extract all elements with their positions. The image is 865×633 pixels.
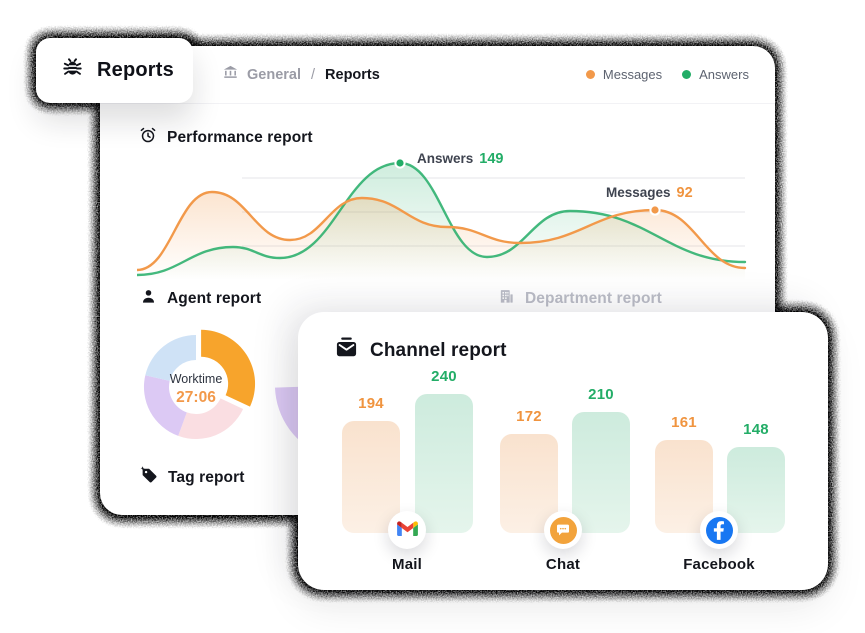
panel-header: General / Reports Messages Answers [100,46,775,104]
channel-report-panel: Channel report 194 240 172 210 161 148 [298,312,828,590]
bank-icon [222,64,239,85]
channel-label-mail: Mail [392,556,422,573]
bar-value-chat-answers: 210 [588,386,614,403]
chat-channel-icon [544,511,582,549]
worktime-donut-chart [143,329,256,440]
bug-icon [61,57,84,85]
performance-report-title: Performance report [139,126,313,149]
answers-line [137,161,747,277]
chat-bubble-icon [549,516,577,544]
bar-chat-answers: 210 [572,386,630,533]
channel-report-title: Channel report [335,336,507,365]
legend-label: Messages [602,67,663,82]
breadcrumb-item-reports: Reports [325,66,380,83]
reports-tab[interactable]: Reports [36,38,193,103]
section-label: Tag report [168,468,245,486]
section-label: Channel report [370,339,507,361]
donut-segment-orange [201,329,256,407]
bar-value-mail-messages: 194 [358,395,384,412]
legend-item-messages[interactable]: Messages [585,67,663,82]
bar-value-facebook-answers: 148 [743,421,769,438]
facebook-channel-icon [700,511,738,549]
answers-legend-dot [682,70,692,79]
messages-legend-dot [585,70,595,79]
inbox-icon [335,336,358,365]
worktime-label: Worktime [169,372,223,386]
annotation-label: Answers [417,151,474,166]
legend-label: Answers [699,67,749,82]
person-icon [140,288,157,310]
reports-tab-label: Reports [97,59,174,81]
breadcrumb-separator: / [311,66,316,83]
messages-peak-label: Messages 92 [606,185,693,201]
answers-peak-dot [394,157,406,169]
bar-facebook-answers: 148 [727,421,785,533]
annotation-value: 92 [676,185,693,201]
section-label: Agent report [167,290,262,307]
bar-mail-messages: 194 [342,395,400,533]
annotation-value: 149 [479,151,504,167]
legend-item-answers[interactable]: Answers [682,67,749,82]
channel-label-chat: Chat [545,556,581,573]
channel-label-facebook: Facebook [683,556,755,573]
section-label: Department report [525,290,662,307]
messages-line [137,190,747,272]
department-report-title[interactable]: Department report [498,288,662,310]
building-icon [498,288,515,310]
facebook-icon [705,516,733,544]
gmail-icon [396,520,418,541]
bar-value-chat-messages: 172 [516,408,542,425]
donut-segment-pink [178,398,244,440]
answers-peak-label: Answers 149 [417,151,503,167]
bar-value-facebook-messages: 161 [671,414,697,431]
performance-area-chart [137,157,747,280]
mail-channel-icon [388,511,426,549]
bar-mail-answers: 240 [415,368,473,533]
donut-segment-blue [145,335,196,381]
alarm-clock-icon [139,126,157,149]
agent-report-title: Agent report [140,288,261,310]
breadcrumb: General / Reports [222,64,380,85]
breadcrumb-item-general[interactable]: General [247,66,301,83]
tag-icon [140,466,158,489]
donut-segment-purple [143,375,187,436]
bar-chat-messages: 172 [500,408,558,533]
chart-legend: Messages Answers [585,67,749,82]
tag-report-title[interactable]: Tag report [140,466,245,489]
bar-value-mail-answers: 240 [431,368,457,385]
messages-peak-dot [649,204,661,216]
worktime-value: 27:06 [176,388,216,406]
section-label: Performance report [167,128,313,146]
annotation-label: Messages [606,185,671,200]
donut-center-label: Worktime 27:06 [154,371,238,409]
